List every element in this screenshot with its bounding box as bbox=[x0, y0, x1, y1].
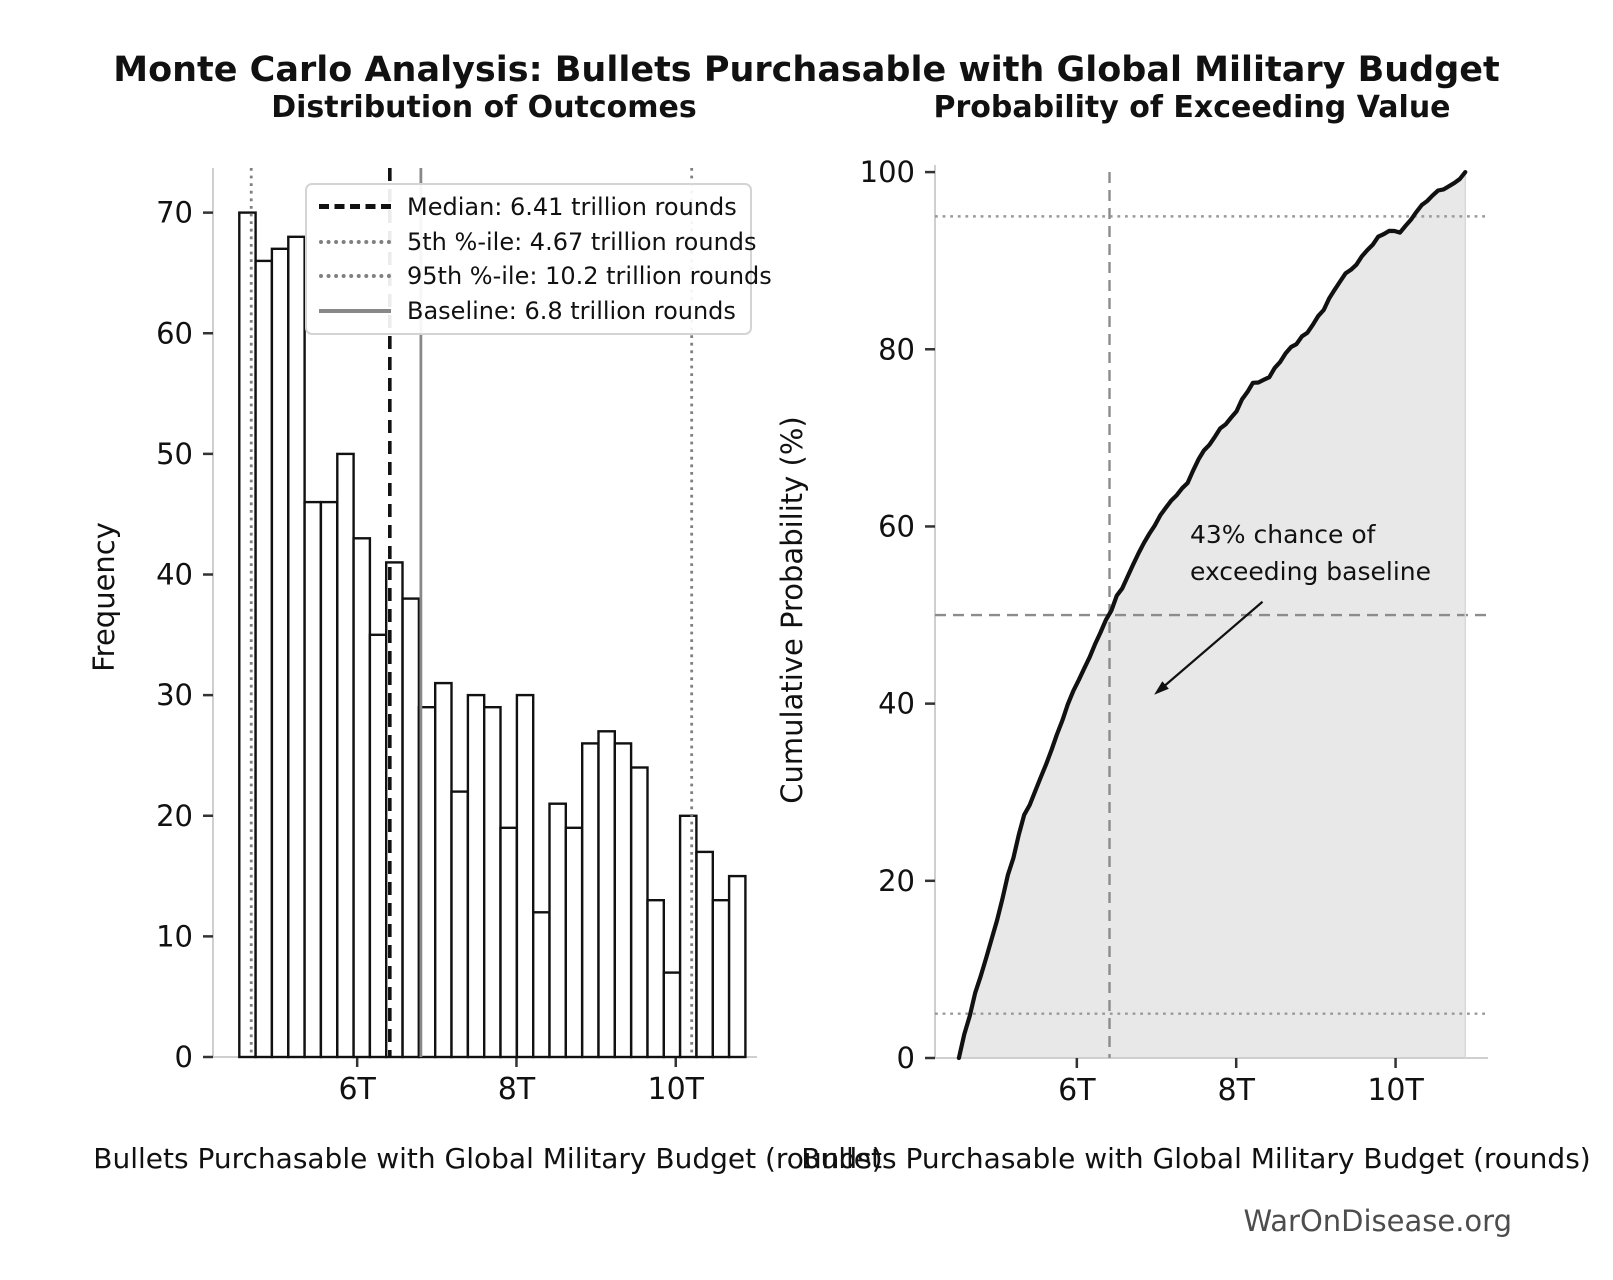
baseline-line-sample bbox=[319, 309, 391, 314]
median-line-sample bbox=[319, 204, 391, 210]
histogram-y-tick-label: 60 bbox=[156, 316, 193, 350]
cdf-y-tick-label: 80 bbox=[878, 332, 915, 366]
histogram-y-tick-label: 70 bbox=[156, 196, 193, 230]
cdf-y-axis-label: Cumulative Probability (%) bbox=[775, 416, 809, 804]
histogram-y-tick-label: 50 bbox=[156, 437, 193, 471]
histogram-bar bbox=[466, 693, 486, 1059]
annotation-line-1: 43% chance of bbox=[1190, 520, 1376, 549]
histogram-title: Distribution of Outcomes bbox=[271, 90, 697, 125]
histogram-bar bbox=[254, 259, 274, 1059]
annotation-arrow-shaft bbox=[1162, 600, 1264, 688]
histogram-bar bbox=[499, 826, 518, 1059]
histogram-bar bbox=[727, 874, 747, 1059]
legend-label-5th-percentile: 5th %-ile: 4.67 trillion rounds bbox=[407, 227, 757, 256]
histogram-bar bbox=[483, 706, 502, 1059]
histogram-bar bbox=[630, 766, 649, 1059]
histogram-bar bbox=[450, 790, 469, 1059]
percentile95-line-sample bbox=[319, 274, 391, 279]
cdf-curve bbox=[956, 170, 1468, 1061]
histogram-bar bbox=[401, 597, 421, 1059]
histogram-y-tick-label: 40 bbox=[156, 558, 193, 592]
histogram-bar bbox=[352, 537, 372, 1059]
cdf-y-tick-label: 100 bbox=[860, 155, 915, 189]
histogram-bar bbox=[270, 247, 290, 1059]
percentile5-line-sample bbox=[319, 239, 391, 244]
histogram-x-tick-label: 10T bbox=[648, 1072, 705, 1107]
histogram-bar bbox=[678, 814, 698, 1059]
histogram-bar bbox=[319, 500, 339, 1059]
histogram-bar bbox=[564, 826, 584, 1059]
histogram-bar bbox=[581, 742, 600, 1059]
watermark: WarOnDisease.org bbox=[1243, 1204, 1512, 1238]
histogram-bar bbox=[646, 899, 665, 1059]
cdf-y-tick-label: 60 bbox=[878, 509, 915, 543]
legend-label-95th-percentile: 95th %-ile: 10.2 trillion rounds bbox=[407, 262, 772, 291]
histogram-x-tick-label: 8T bbox=[498, 1072, 536, 1107]
histogram-x-axis-label: Bullets Purchasable with Global Military… bbox=[93, 1142, 883, 1175]
annotation-arrow-head bbox=[1154, 681, 1169, 695]
histogram-bar bbox=[336, 452, 355, 1059]
legend-label-median: Median: 6.41 trillion rounds bbox=[407, 192, 737, 221]
histogram-y-tick-label: 20 bbox=[156, 799, 193, 833]
histogram-y-axis-label: Frequency bbox=[87, 522, 121, 672]
cdf-x-tick-label: 6T bbox=[1058, 1073, 1096, 1108]
legend-row-5th-percentile: 5th %-ile: 4.67 trillion rounds bbox=[319, 225, 757, 259]
histogram-bar bbox=[597, 730, 616, 1059]
histogram-bar bbox=[548, 802, 567, 1059]
legend: Median: 6.41 trillion rounds 5th %-ile: … bbox=[305, 183, 772, 335]
cdf-x-tick-label: 8T bbox=[1217, 1073, 1255, 1108]
cdf-y-tick-label: 40 bbox=[878, 687, 915, 721]
histogram-bar bbox=[434, 681, 453, 1059]
legend-row-95th-percentile: 95th %-ile: 10.2 trillion rounds bbox=[319, 259, 772, 293]
histogram-bar bbox=[532, 911, 551, 1059]
cdf-annotation: 43% chance of exceeding baseline bbox=[1190, 516, 1431, 590]
histogram-bar bbox=[515, 693, 535, 1059]
histogram-bar bbox=[368, 633, 388, 1059]
histogram-bar bbox=[711, 899, 731, 1059]
histogram-x-tick-label: 6T bbox=[338, 1072, 376, 1107]
main-title: Monte Carlo Analysis: Bullets Purchasabl… bbox=[113, 50, 1500, 90]
cdf-x-tick-label: 10T bbox=[1367, 1073, 1424, 1108]
histogram-y-tick-label: 10 bbox=[156, 919, 193, 953]
cdf-x-axis-label: Bullets Purchasable with Global Military… bbox=[801, 1142, 1591, 1175]
cdf-title: Probability of Exceeding Value bbox=[933, 90, 1451, 125]
histogram-y-tick-label: 30 bbox=[156, 678, 193, 712]
annotation-line-2: exceeding baseline bbox=[1190, 557, 1431, 586]
cdf-y-tick-label: 20 bbox=[878, 864, 915, 898]
legend-row-median: Median: 6.41 trillion rounds bbox=[319, 190, 740, 224]
histogram-bar bbox=[238, 211, 257, 1059]
legend-label-baseline: Baseline: 6.8 trillion rounds bbox=[407, 297, 736, 326]
histogram-bar bbox=[662, 971, 682, 1059]
legend-row-baseline: Baseline: 6.8 trillion rounds bbox=[319, 294, 740, 328]
histogram-y-tick-label: 0 bbox=[175, 1040, 193, 1074]
histogram-bar bbox=[287, 235, 306, 1059]
histogram-bar bbox=[613, 742, 633, 1059]
cdf-y-tick-label: 0 bbox=[897, 1041, 915, 1075]
histogram-bar bbox=[695, 850, 714, 1059]
histogram-bar bbox=[303, 500, 323, 1059]
